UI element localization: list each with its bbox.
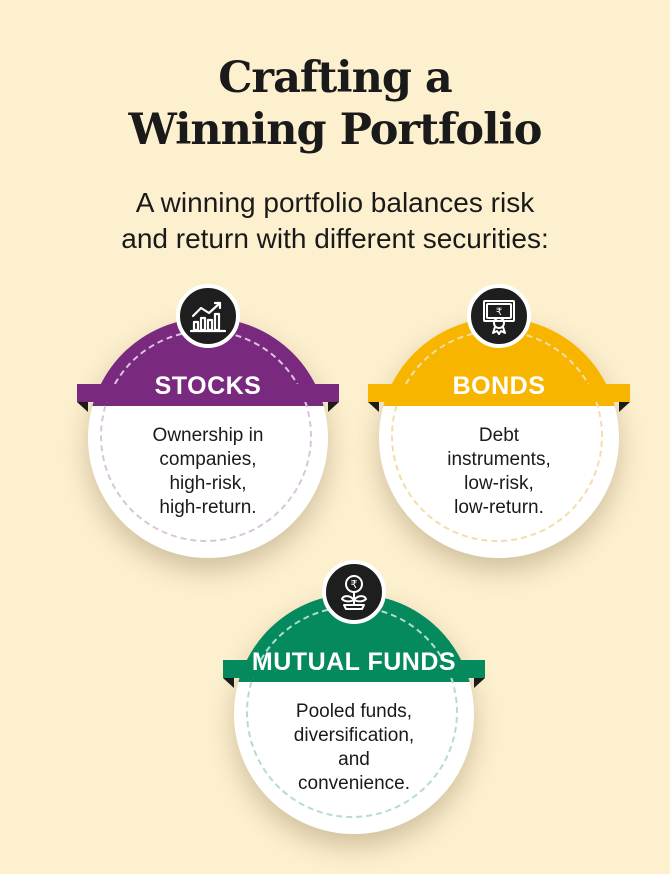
desc-line: high-risk, [169,473,247,494]
title-line-2: Winning Portfolio [128,105,543,155]
bonds-label: BONDS [452,372,546,400]
chart-growth-icon [176,284,240,348]
desc-line: convenience. [298,773,410,794]
svg-text:₹: ₹ [496,307,502,318]
page-title: Crafting a Winning Portfolio [0,52,670,156]
mutual-funds-card: MUTUAL FUNDS Pooled funds, diversificati… [223,560,485,856]
mutual-funds-band [223,660,485,678]
desc-line: and [338,749,370,770]
ribbon-fold-right [328,402,339,412]
subtitle-line-2: and return with different securities: [121,223,549,254]
desc-line: low-risk, [464,473,534,494]
mutual-funds-description: Pooled funds, diversification, and conve… [264,700,444,796]
stocks-band [77,384,339,402]
bonds-description: Debt instruments, low-risk, low-return. [409,424,589,520]
desc-line: high-return. [159,497,257,518]
ribbon-fold-right [619,402,630,412]
mutual-funds-label: MUTUAL FUNDS [251,648,457,676]
svg-text:₹: ₹ [351,578,358,591]
stocks-circle [88,318,328,558]
desc-line: instruments, [447,449,551,470]
ribbon-fold-left [223,678,234,688]
title-line-1: Crafting a [218,53,453,103]
bonds-card: BONDS Debt instruments, low-risk, low-re… [368,284,630,580]
desc-line: low-return. [454,497,544,518]
stocks-description: Ownership in companies, high-risk, high-… [118,424,298,520]
bond-certificate-icon: ₹ [467,284,531,348]
desc-line: diversification, [293,725,415,746]
ribbon-fold-right [474,678,485,688]
desc-line: Ownership in [152,425,264,446]
stocks-label: STOCKS [154,372,262,400]
desc-line: companies, [159,449,257,470]
ribbon-fold-left [77,402,88,412]
bonds-band [368,384,630,402]
subtitle: A winning portfolio balances risk and re… [0,185,670,257]
stocks-card: STOCKS Ownership in companies, high-risk… [77,284,339,580]
ribbon-fold-left [368,402,379,412]
desc-line: Pooled funds, [295,701,413,722]
desc-line: Debt [478,425,520,446]
subtitle-line-1: A winning portfolio balances risk [135,187,535,218]
rupee-plant-icon: ₹ [322,560,386,624]
